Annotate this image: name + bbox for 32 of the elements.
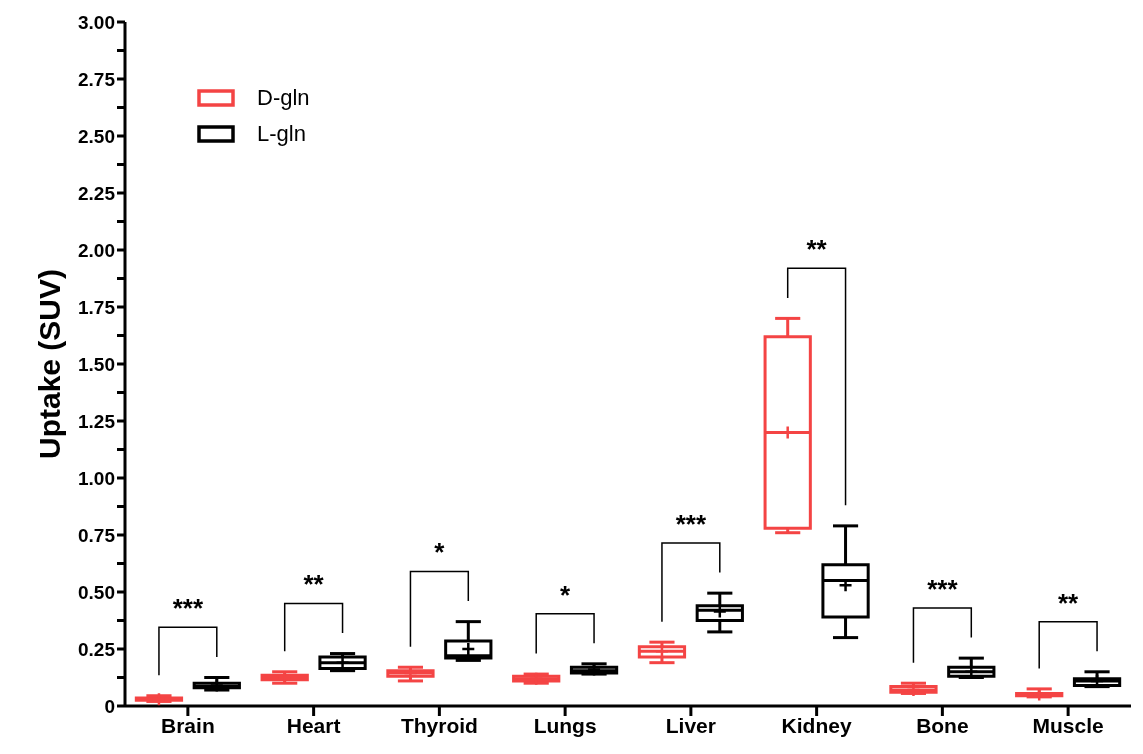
y-axis-title: Uptake (SUV) [32, 268, 66, 460]
legend-label: L-gln [257, 121, 306, 147]
y-tick-label: 1.00 [78, 467, 115, 489]
x-tick-label: Heart [286, 713, 341, 737]
x-tick-label: Lungs [533, 713, 597, 737]
x-tick-label: Bone [916, 713, 969, 737]
x-tick-label: Thyroid [400, 713, 478, 737]
x-tick-label: Kidney [781, 713, 852, 737]
y-tick-label: 0.75 [78, 524, 116, 546]
annotation: ** [806, 234, 828, 265]
y-tick-label: 0 [104, 695, 115, 717]
annotation: * [560, 579, 572, 610]
legend-label: D-gln [257, 85, 310, 111]
y-tick-label: 0.25 [78, 638, 116, 660]
x-tick-label: Muscle [1032, 713, 1104, 737]
annotation: * [434, 537, 446, 568]
y-tick-label: 1.75 [78, 296, 116, 318]
x-tick-label: Liver [665, 713, 716, 737]
y-tick-label: 3.00 [78, 11, 115, 33]
y-tick-label: 2.50 [78, 125, 115, 147]
y-tick-label: 2.00 [78, 239, 115, 261]
annotation: ** [1058, 587, 1080, 618]
annotation: *** [675, 508, 707, 539]
annotation: *** [927, 573, 959, 604]
y-tick-label: 0.50 [78, 581, 115, 603]
x-tick-label: Brain [161, 713, 215, 737]
y-tick-label: 1.25 [78, 410, 116, 432]
y-tick-label: 2.25 [78, 182, 116, 204]
annotation: *** [172, 593, 204, 624]
y-tick-label: 1.50 [78, 353, 115, 375]
y-tick-label: 2.75 [78, 68, 116, 90]
annotation: ** [303, 569, 325, 600]
